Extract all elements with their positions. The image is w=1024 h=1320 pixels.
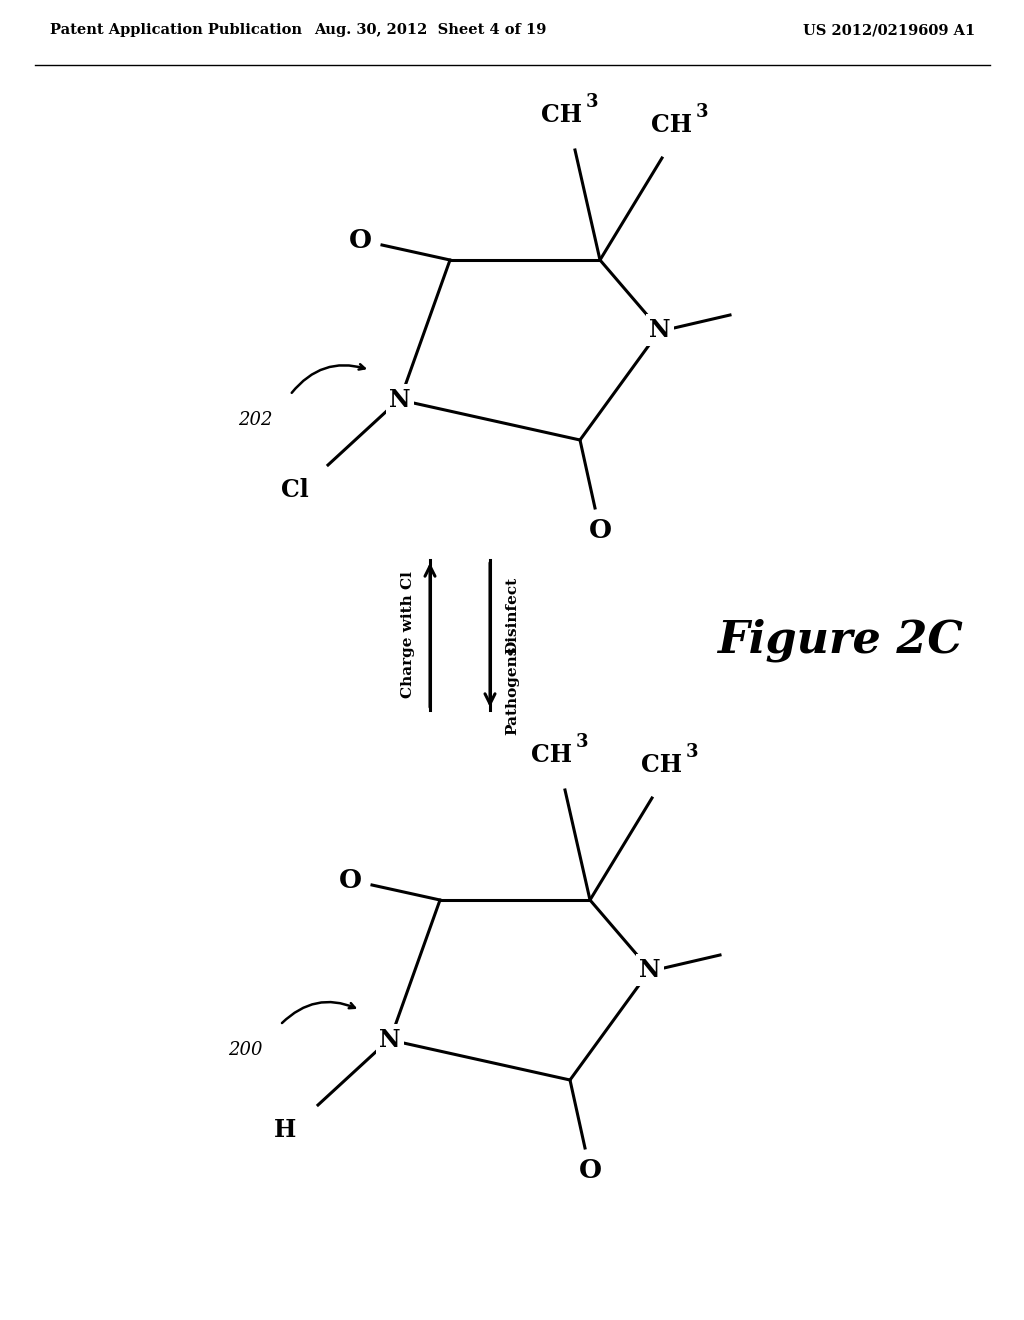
Text: US 2012/0219609 A1: US 2012/0219609 A1 (803, 22, 975, 37)
Text: Cl: Cl (282, 478, 309, 502)
Text: 3: 3 (686, 743, 698, 762)
Text: 3: 3 (586, 92, 598, 111)
Text: N: N (649, 318, 671, 342)
Text: O: O (348, 227, 372, 252)
Text: O: O (579, 1158, 601, 1183)
Text: Patent Application Publication: Patent Application Publication (50, 22, 302, 37)
Text: O: O (339, 867, 361, 892)
Text: 200: 200 (227, 1041, 262, 1059)
Text: N: N (379, 1028, 400, 1052)
Text: Aug. 30, 2012  Sheet 4 of 19: Aug. 30, 2012 Sheet 4 of 19 (313, 22, 546, 37)
Text: 202: 202 (238, 411, 272, 429)
Text: N: N (639, 958, 660, 982)
Text: H: H (273, 1118, 296, 1142)
Text: Charge with Cl: Charge with Cl (401, 572, 415, 698)
Text: CH: CH (641, 752, 683, 777)
Text: CH: CH (531, 743, 572, 767)
Text: Figure 2C: Figure 2C (717, 618, 963, 661)
Text: Pathogens: Pathogens (505, 645, 519, 735)
Text: 3: 3 (695, 103, 709, 121)
Text: O: O (589, 517, 611, 543)
Text: CH: CH (651, 114, 692, 137)
Text: 3: 3 (575, 733, 588, 751)
Text: N: N (389, 388, 411, 412)
Text: Disinfect: Disinfect (505, 577, 519, 653)
Text: CH: CH (542, 103, 583, 127)
